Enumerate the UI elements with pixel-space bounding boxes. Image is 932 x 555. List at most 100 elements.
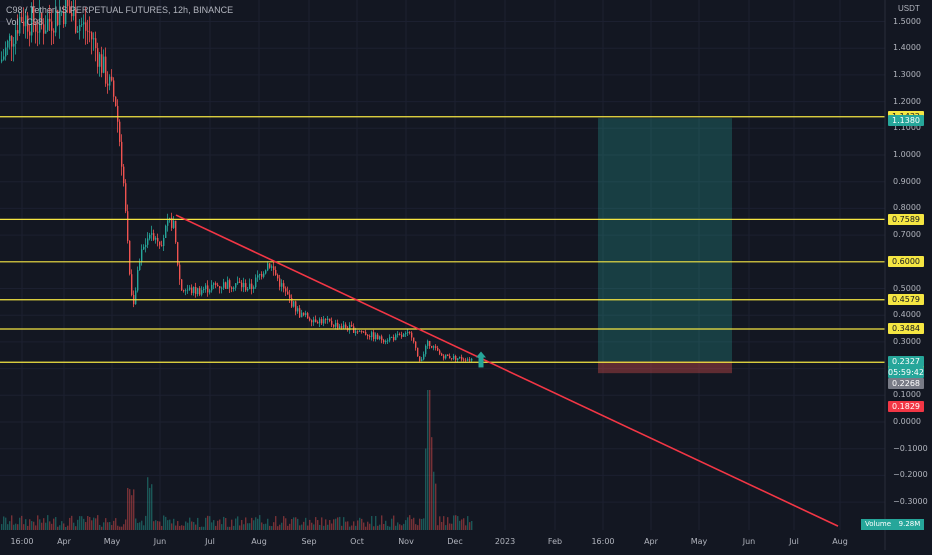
- candle-body: [363, 331, 365, 333]
- candle-body: [391, 337, 393, 338]
- volume-bar: [191, 521, 193, 530]
- candle-body: [463, 359, 465, 361]
- volume-bar: [355, 525, 357, 530]
- symbol-title[interactable]: C98 / TetherUS PERPETUAL FUTURES, 12h, B…: [6, 5, 234, 15]
- volume-bar: [81, 516, 83, 530]
- volume-bar: [433, 471, 435, 530]
- volume-indicator-label[interactable]: Vol · C98: [6, 17, 44, 27]
- candle-body: [351, 324, 353, 327]
- volume-bar: [291, 519, 293, 530]
- candle-body: [113, 80, 115, 97]
- volume-bar: [323, 525, 325, 530]
- candle-body: [425, 345, 427, 355]
- volume-bar: [351, 525, 353, 530]
- volume-bar: [125, 519, 127, 530]
- volume-bar: [261, 522, 263, 530]
- candle-body: [341, 326, 343, 328]
- candle-body: [61, 11, 63, 13]
- candle-body: [15, 30, 17, 44]
- candle-body: [465, 359, 467, 361]
- candle-body: [445, 354, 447, 359]
- candle-body: [277, 274, 279, 279]
- volume-bar: [13, 524, 15, 530]
- candle-body: [145, 244, 147, 247]
- time-tick: Aug: [832, 537, 848, 546]
- candle-body: [143, 246, 145, 250]
- entry-price-tag: 0.2268: [888, 378, 924, 389]
- candle-body: [69, 6, 71, 14]
- candle-body: [183, 290, 185, 292]
- candle-body: [51, 21, 53, 31]
- candle-body: [65, 0, 67, 25]
- candle-body: [303, 312, 305, 315]
- volume-bar: [77, 519, 79, 530]
- candle-body: [309, 318, 311, 321]
- candle-body: [431, 345, 433, 348]
- volume-bar: [429, 390, 431, 530]
- candle-body: [361, 331, 363, 332]
- time-tick: Apr: [644, 537, 658, 546]
- volume-bar: [19, 517, 21, 530]
- candle-body: [451, 358, 453, 359]
- volume-bar: [61, 521, 63, 530]
- candle-body: [337, 322, 339, 328]
- candle-body: [175, 220, 177, 243]
- candle-body: [429, 340, 431, 346]
- volume-bar: [113, 520, 115, 530]
- volume-bar: [199, 526, 201, 530]
- volume-bar: [283, 516, 285, 530]
- volume-bar: [117, 525, 119, 530]
- candle-body: [289, 294, 291, 299]
- volume-bar: [401, 525, 403, 530]
- candle-body: [107, 83, 109, 86]
- candle-body: [43, 24, 45, 34]
- candle-body: [353, 326, 355, 333]
- volume-bar: [115, 518, 117, 530]
- candle-body: [381, 336, 383, 341]
- volume-bar: [95, 518, 97, 530]
- candle-body: [259, 274, 261, 276]
- candle-body: [271, 266, 273, 268]
- candle-body: [405, 332, 407, 335]
- candle-body: [59, 11, 61, 25]
- candle-body: [255, 277, 257, 288]
- volume-bar: [341, 525, 343, 530]
- candle-body: [213, 283, 215, 285]
- candle-body: [71, 13, 73, 17]
- volume-bar: [57, 526, 59, 530]
- candle-body: [33, 7, 35, 26]
- volume-bar: [353, 521, 355, 530]
- volume-bar: [31, 521, 33, 530]
- volume-bar: [457, 516, 459, 530]
- long-position-tool: [598, 118, 732, 374]
- candle-body: [367, 334, 369, 337]
- candle-body: [435, 346, 437, 348]
- volume-bar: [33, 521, 35, 530]
- candle-body: [233, 287, 235, 289]
- volume-bar: [73, 522, 75, 530]
- candle-body: [385, 340, 387, 343]
- candle-body: [237, 281, 239, 284]
- volume-bar: [307, 525, 309, 530]
- volume-bar: [363, 522, 365, 530]
- candle-body: [383, 340, 385, 343]
- candle-body: [115, 96, 117, 106]
- volume-bar: [347, 521, 349, 530]
- entry-marker: [476, 351, 486, 368]
- volume-bar: [9, 521, 11, 530]
- candle-body: [55, 10, 57, 33]
- candle-body: [371, 332, 373, 338]
- candle-body: [393, 337, 395, 341]
- candle-body: [225, 282, 227, 289]
- candle-body: [411, 332, 413, 338]
- volume-bar: [219, 519, 221, 530]
- candle-body: [75, 9, 77, 33]
- volume-bar: [103, 522, 105, 530]
- level-tag: 0.6000: [888, 256, 924, 268]
- candle-body: [49, 18, 51, 22]
- candle-body: [221, 287, 223, 289]
- candle-body: [129, 240, 131, 275]
- volume-bar: [419, 518, 421, 530]
